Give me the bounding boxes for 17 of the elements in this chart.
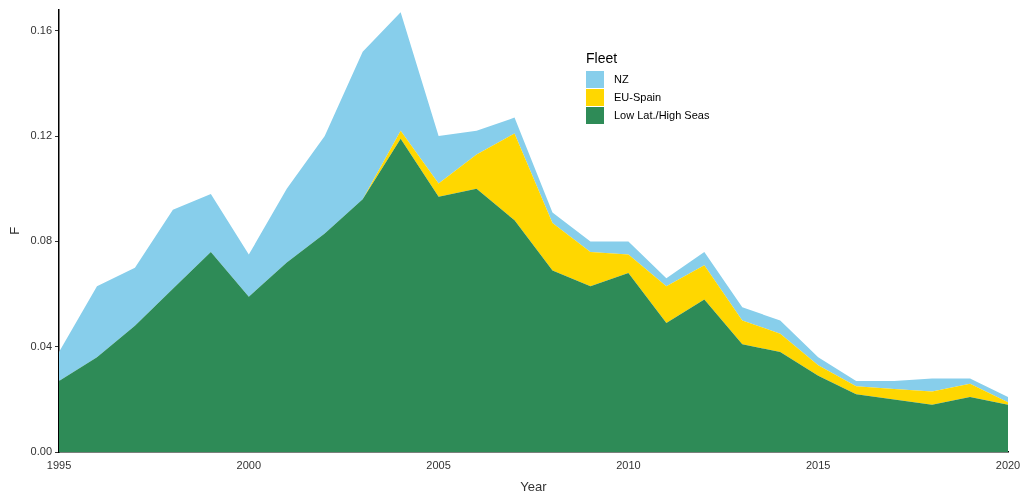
y-tick-label: 0.16 — [30, 23, 53, 36]
x-tick-label: 2000 — [236, 458, 262, 471]
legend-label: EU-Spain — [614, 91, 662, 103]
x-tick-label: 2015 — [805, 458, 831, 471]
legend-title: Fleet — [586, 50, 619, 66]
y-axis-title: F — [7, 226, 23, 235]
legend-label: NZ — [614, 73, 629, 85]
x-tick-label: 1995 — [46, 458, 72, 471]
y-tick-label: 0.00 — [30, 445, 53, 458]
y-tick-label: 0.08 — [30, 234, 53, 247]
x-tick-label: 2020 — [995, 458, 1021, 471]
x-tick-label: 2005 — [426, 458, 451, 471]
x-axis-title: Year — [520, 478, 548, 494]
y-tick-label: 0.04 — [30, 339, 53, 352]
legend-label: Low Lat./High Seas — [614, 109, 710, 121]
y-tick-label: 0.12 — [30, 129, 53, 142]
x-tick-label: 2010 — [616, 458, 641, 471]
